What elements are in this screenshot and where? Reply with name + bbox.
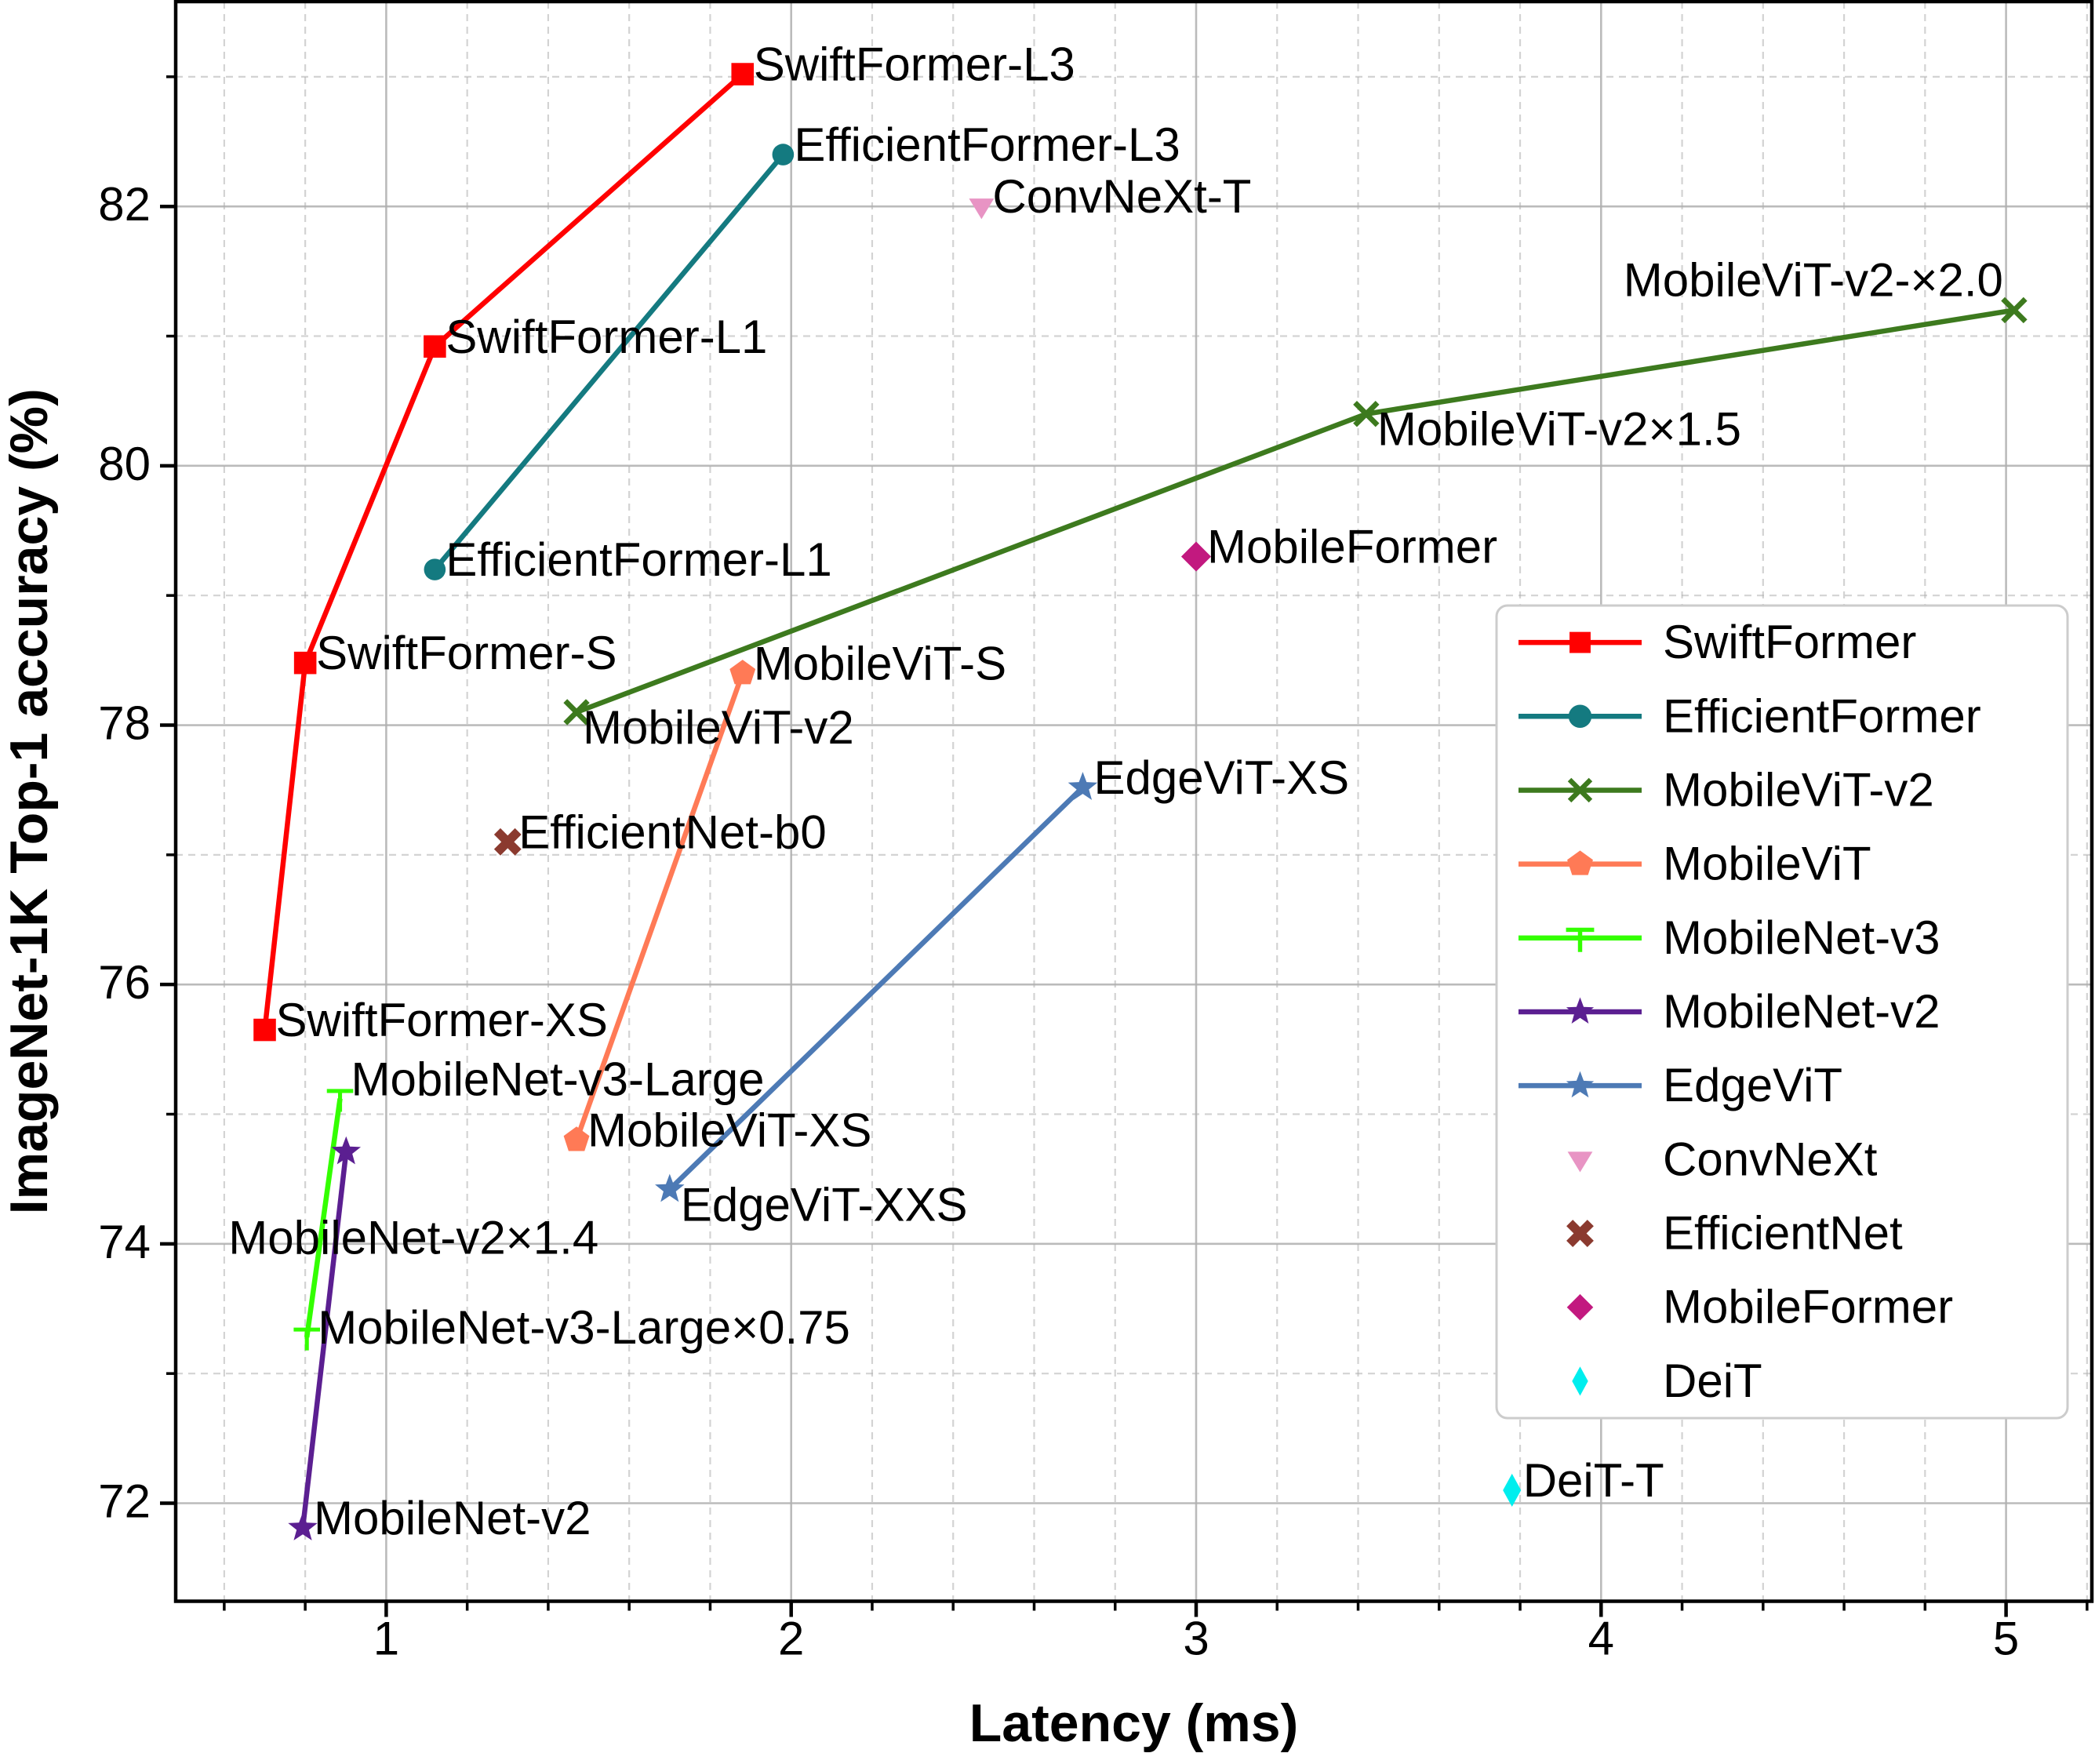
svg-text:DeiT: DeiT [1663,1355,1762,1407]
svg-text:72: 72 [98,1475,151,1528]
svg-text:EdgeViT-XS: EdgeViT-XS [1093,751,1349,804]
svg-text:80: 80 [98,438,151,490]
svg-text:MobileViT-S: MobileViT-S [754,637,1006,689]
svg-text:MobileViT-v2: MobileViT-v2 [1663,763,1934,816]
svg-text:EdgeViT-XXS: EdgeViT-XXS [681,1178,968,1231]
svg-text:2: 2 [778,1613,804,1665]
svg-text:DeiT-T: DeiT-T [1523,1454,1664,1507]
svg-text:EfficientFormer-L3: EfficientFormer-L3 [794,118,1180,171]
svg-text:MobileFormer: MobileFormer [1663,1281,1953,1333]
svg-text:MobileViT-v2-×2.0: MobileViT-v2-×2.0 [1624,253,2003,306]
svg-text:MobileNet-v2: MobileNet-v2 [314,1492,591,1544]
svg-text:MobileNet-v2×1.4: MobileNet-v2×1.4 [228,1211,598,1264]
svg-text:EfficientNet-b0: EfficientNet-b0 [518,806,826,858]
svg-text:82: 82 [98,178,151,231]
svg-text:MobileNet-v3-Large×0.75: MobileNet-v3-Large×0.75 [318,1301,850,1354]
svg-text:SwiftFormer-S: SwiftFormer-S [316,627,616,679]
svg-text:MobileViT: MobileViT [1663,838,1871,890]
svg-text:SwiftFormer: SwiftFormer [1663,616,1916,668]
svg-text:3: 3 [1183,1613,1209,1665]
svg-text:SwiftFormer-L3: SwiftFormer-L3 [754,38,1075,91]
svg-text:EfficientFormer-L1: EfficientFormer-L1 [446,533,831,586]
svg-text:ImageNet-1K Top-1 accuracy (%): ImageNet-1K Top-1 accuracy (%) [0,388,59,1214]
svg-text:MobileFormer: MobileFormer [1207,521,1497,573]
svg-text:SwiftFormer-L1: SwiftFormer-L1 [446,311,767,363]
svg-text:Latency (ms): Latency (ms) [969,1693,1298,1753]
svg-text:MobileNet-v3-Large: MobileNet-v3-Large [351,1053,765,1106]
svg-text:MobileViT-XS: MobileViT-XS [587,1104,871,1157]
svg-text:ConvNeXt-T: ConvNeXt-T [992,170,1251,223]
svg-text:76: 76 [98,956,151,1009]
svg-text:MobileViT-v2: MobileViT-v2 [583,701,854,754]
svg-text:78: 78 [98,697,151,750]
svg-text:ConvNeXt: ConvNeXt [1663,1133,1878,1185]
svg-text:MobileNet-v2: MobileNet-v2 [1663,985,1940,1038]
svg-text:EdgeViT: EdgeViT [1663,1059,1842,1111]
svg-text:EfficientNet: EfficientNet [1663,1207,1903,1260]
svg-text:MobileViT-v2×1.5: MobileViT-v2×1.5 [1377,403,1741,456]
svg-text:1: 1 [373,1613,399,1665]
svg-text:SwiftFormer-XS: SwiftFormer-XS [276,994,608,1046]
svg-text:EfficientFormer: EfficientFormer [1663,689,1981,742]
svg-text:4: 4 [1588,1613,1614,1665]
svg-text:5: 5 [1993,1613,2019,1665]
svg-text:74: 74 [98,1216,151,1268]
svg-text:MobileNet-v3: MobileNet-v3 [1663,911,1940,964]
